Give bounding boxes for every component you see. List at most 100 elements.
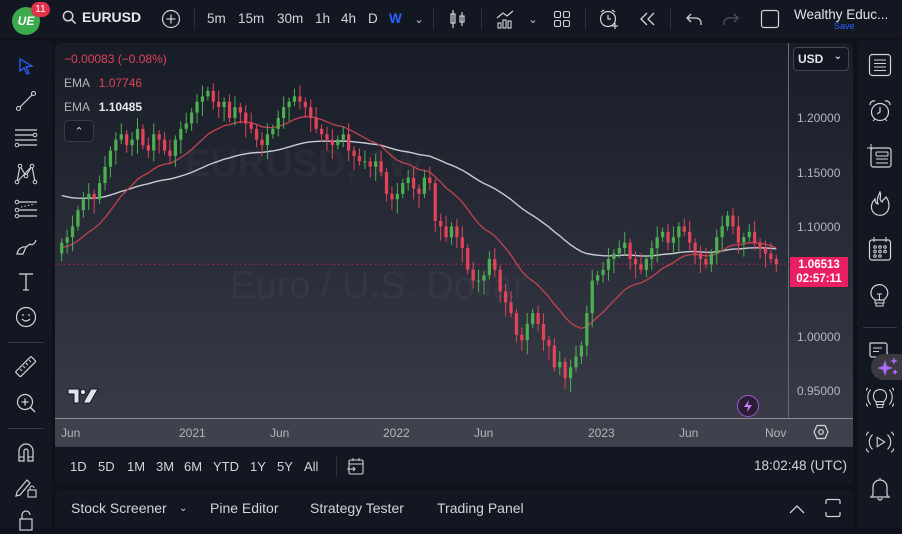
- indicators-icon: [496, 10, 514, 29]
- range-1d[interactable]: 1D: [70, 459, 87, 474]
- fullscreen-button[interactable]: [759, 0, 781, 38]
- trendline-tool[interactable]: [12, 87, 40, 115]
- utc-clock[interactable]: 18:02:48 (UTC): [753, 458, 847, 473]
- ema-fast-legend[interactable]: EMA 1.07746: [64, 76, 142, 90]
- zoom-in-icon: [16, 393, 36, 413]
- brush-tool[interactable]: [12, 232, 40, 260]
- magnet-icon: [18, 443, 34, 462]
- timeframe-4h[interactable]: 4h: [341, 11, 357, 26]
- range-1m[interactable]: 1M: [127, 459, 146, 474]
- redo-button[interactable]: [720, 0, 742, 38]
- watchlist-button[interactable]: [866, 51, 894, 79]
- range-5d[interactable]: 5D: [98, 459, 115, 474]
- indicators-button[interactable]: [493, 0, 517, 38]
- add-list-icon: [867, 144, 892, 168]
- range-5y[interactable]: 5Y: [277, 459, 293, 474]
- cursor-arrow-icon: [19, 57, 34, 75]
- replay-button[interactable]: [637, 0, 659, 38]
- layout-name[interactable]: Wealthy Educ...: [794, 7, 889, 22]
- calendar-arrow-icon: [347, 458, 364, 475]
- divider: [8, 342, 44, 343]
- timeframe-30m[interactable]: 30m: [277, 11, 304, 26]
- price-label: 1.10000: [797, 220, 841, 234]
- chart-pane[interactable]: EURUSD, 1W Euro / U.S. Dollar: [55, 43, 853, 451]
- live-button[interactable]: [866, 428, 894, 456]
- range-all[interactable]: All: [304, 459, 319, 474]
- tradingview-logo[interactable]: [67, 387, 99, 410]
- timeframe-dropdown[interactable]: ⌄: [412, 0, 426, 38]
- undo-button[interactable]: [683, 0, 705, 38]
- price-axis-border: [788, 43, 789, 446]
- chart-settings-button[interactable]: [813, 424, 829, 445]
- go-to-date-button[interactable]: [346, 456, 366, 481]
- range-ytd[interactable]: YTD: [213, 459, 239, 474]
- timeframe-1h[interactable]: 1h: [315, 11, 331, 26]
- emoji-tool[interactable]: [12, 303, 40, 331]
- create-alert-button[interactable]: [597, 0, 621, 38]
- measure-tool[interactable]: [12, 353, 40, 381]
- notifications-button[interactable]: [866, 475, 894, 503]
- object-tree-button[interactable]: [866, 142, 894, 170]
- play-broadcast-icon: [866, 431, 894, 453]
- horizontal-lines-icon: [14, 129, 38, 148]
- prediction-tool[interactable]: [12, 196, 40, 224]
- time-label: 2022: [383, 426, 410, 440]
- ai-assistant-button[interactable]: [871, 354, 902, 380]
- range-3m[interactable]: 3M: [156, 459, 175, 474]
- expand-panel-button[interactable]: [788, 502, 806, 520]
- indicators-dropdown[interactable]: ⌄: [526, 0, 540, 38]
- save-button[interactable]: Save: [834, 21, 855, 31]
- tab-pine-editor[interactable]: Pine Editor: [210, 500, 279, 516]
- timeframe-d[interactable]: D: [368, 11, 378, 26]
- streams-button[interactable]: [866, 384, 894, 412]
- layouts-button[interactable]: [551, 0, 573, 38]
- ema-slow-value: 1.10485: [98, 100, 143, 114]
- time-label: Jun: [679, 426, 699, 440]
- logo-text: UE: [17, 14, 35, 28]
- alerts-button[interactable]: [866, 97, 894, 125]
- timeframe-w[interactable]: W: [389, 11, 402, 26]
- divider: [481, 8, 482, 30]
- pattern-tool[interactable]: [12, 160, 40, 188]
- list-icon: [868, 53, 892, 77]
- currency-select[interactable]: USD ⌄: [793, 47, 849, 71]
- hotlists-button[interactable]: [866, 190, 894, 218]
- time-label: Jun: [270, 426, 290, 440]
- drawing-toolbar: [0, 40, 52, 531]
- tab-trading-panel[interactable]: Trading Panel: [437, 500, 524, 516]
- compare-symbol-button[interactable]: [159, 0, 183, 38]
- range-6m[interactable]: 6M: [184, 459, 203, 474]
- magnet-tool[interactable]: [12, 438, 40, 466]
- timeframe-15m[interactable]: 15m: [238, 11, 265, 26]
- current-price-tag: 1.06513 02:57:11: [790, 257, 848, 287]
- maximize-panel-button[interactable]: [824, 498, 842, 523]
- symbol-search-button[interactable]: EURUSD: [62, 9, 141, 25]
- tab-stock-screener[interactable]: Stock Screener: [71, 500, 167, 516]
- chevron-down-icon[interactable]: ⌄: [179, 503, 188, 514]
- notification-badge[interactable]: 11: [31, 2, 50, 17]
- collapse-legend-button[interactable]: ⌃: [64, 120, 94, 142]
- time-axis[interactable]: Jun 2021 Jun 2022 Jun 2023 Jun Nov: [55, 418, 853, 446]
- candlestick-chart: [55, 83, 788, 393]
- trendline-icon: [15, 90, 37, 112]
- ideas-button[interactable]: [866, 282, 894, 310]
- ruler-icon: [15, 356, 37, 378]
- chart-type-button[interactable]: [447, 0, 469, 38]
- text-tool[interactable]: [12, 268, 40, 296]
- lock-all-tool[interactable]: [12, 506, 40, 534]
- cursor-tool[interactable]: [12, 52, 40, 80]
- timeframe-5m[interactable]: 5m: [207, 11, 226, 26]
- lock-drawings-tool[interactable]: [12, 473, 40, 501]
- top-toolbar: UE 11 EURUSD 5m 15m 30m 1h 4h D W ⌄ ⌄ We…: [0, 0, 902, 38]
- tab-strategy-tester[interactable]: Strategy Tester: [310, 500, 404, 516]
- calendar-button[interactable]: [866, 235, 894, 263]
- zoom-tool[interactable]: [12, 389, 40, 417]
- ema-slow-legend[interactable]: EMA 1.10485: [64, 100, 142, 114]
- fib-tool[interactable]: [12, 124, 40, 152]
- rewind-icon: [640, 12, 655, 26]
- tv-logo-icon: [67, 388, 99, 404]
- maximize-icon: [825, 498, 841, 518]
- flash-button[interactable]: [737, 395, 759, 417]
- bar-countdown: 02:57:11: [796, 273, 842, 285]
- range-1y[interactable]: 1Y: [250, 459, 266, 474]
